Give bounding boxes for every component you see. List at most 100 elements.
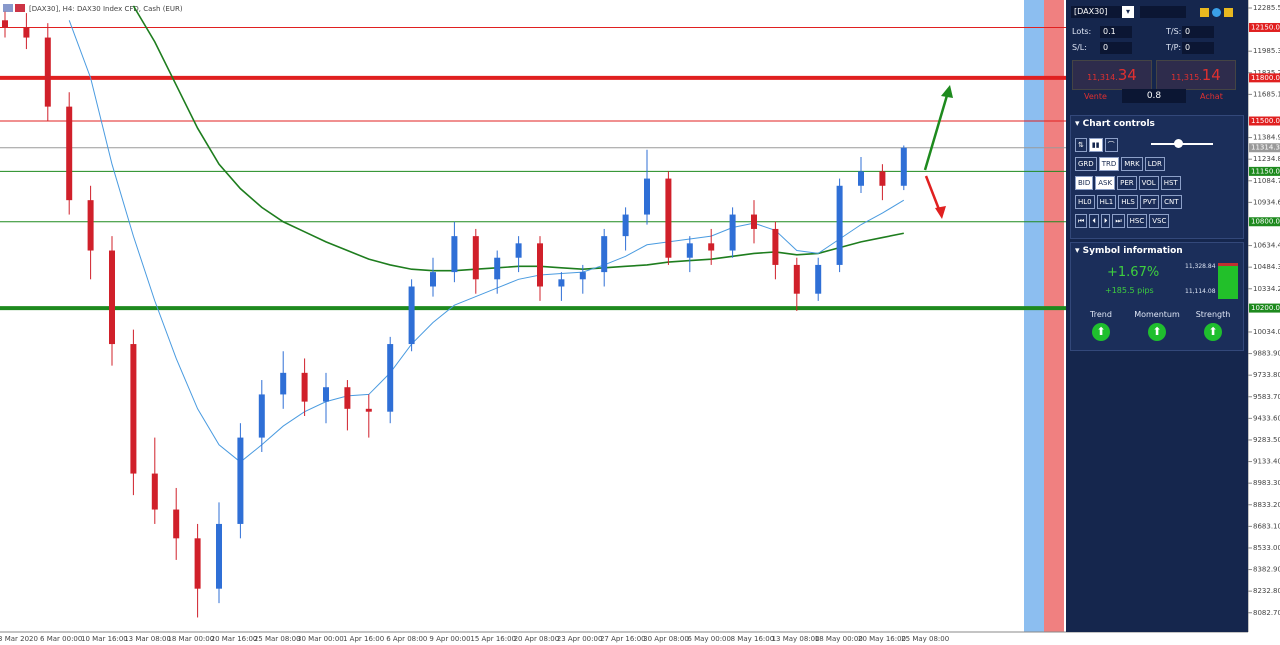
candle-body	[665, 178, 672, 258]
y-tick-label: 11835.20	[1253, 69, 1280, 77]
button[interactable]: LDR	[1144, 157, 1165, 171]
button[interactable]: BID	[1075, 176, 1094, 190]
y-tick-label: 10634.40	[1253, 242, 1280, 250]
button[interactable]: TRD	[1098, 157, 1120, 171]
button[interactable]: HST	[1160, 176, 1181, 190]
y-tick-label: 11685.10	[1253, 90, 1280, 98]
x-tick-label: 9 Apr 00:00	[429, 635, 470, 643]
y-tick-label: 10934.60	[1253, 198, 1280, 206]
level-label: 12150.00	[1251, 23, 1280, 31]
buy-price-big: 14	[1201, 66, 1221, 84]
indicator-label: Momentum	[1134, 310, 1180, 319]
icon[interactable]	[1212, 8, 1221, 17]
button[interactable]: MRK	[1121, 157, 1143, 171]
candle-body	[494, 257, 501, 280]
x-tick-label: 6 Mar 00:00	[40, 635, 82, 643]
icon[interactable]	[1200, 8, 1209, 17]
ma-fast	[68, 20, 905, 463]
candle-body	[708, 243, 715, 251]
candle-body	[109, 250, 115, 345]
candle-body	[323, 387, 329, 402]
x-tick-label: 20 Mar 16:00	[211, 635, 258, 643]
level-tag	[1249, 116, 1280, 126]
level-tag	[1249, 22, 1280, 32]
button[interactable]: PER	[1117, 176, 1137, 190]
trade-panel: [DAX30] ▾ Lots: 0.1 T/S: 0 S/L: 0 T/P: 0…	[1066, 0, 1248, 632]
button[interactable]: VOL	[1138, 176, 1159, 190]
icon	[15, 4, 25, 12]
sl-input[interactable]: 0	[1100, 42, 1132, 54]
indicator: Strength ⬆	[1185, 310, 1241, 341]
candle-body	[365, 408, 372, 412]
button[interactable]: ⏴	[1089, 214, 1099, 228]
change: +1.67%	[1107, 265, 1160, 280]
candle-body	[793, 264, 800, 294]
level-label: 10200.00	[1251, 304, 1280, 312]
level-tag	[1249, 217, 1280, 227]
y-tick-label: 8082.70	[1253, 609, 1280, 617]
candle-body	[408, 286, 415, 345]
icon[interactable]	[1224, 8, 1233, 17]
candle-body	[579, 272, 586, 280]
candle-body	[23, 27, 30, 38]
candle-body	[44, 37, 51, 107]
lots-input[interactable]: 0.1	[1100, 26, 1132, 38]
indicator-icon: ⬆	[1148, 323, 1166, 341]
level-label: 10800.00	[1251, 218, 1280, 226]
button[interactable]: ⏵	[1100, 214, 1111, 228]
section-title-text: Symbol information	[1082, 246, 1183, 256]
y-tick-label: 8382.90	[1253, 566, 1280, 574]
candle-body	[301, 372, 308, 402]
dropdown[interactable]: ▾	[1122, 6, 1134, 18]
buy-button[interactable]: 11,315.14	[1156, 60, 1236, 90]
button[interactable]: GRD	[1075, 157, 1097, 171]
y-tick-label: 9883.90	[1253, 350, 1280, 358]
chart-controls: ▾ Chart controls ⇅ ▮▮ ⌒ GRD TRD MRK LDR BID AS…	[1070, 115, 1244, 239]
x-tick-label: 18 Mar 00:00	[167, 635, 214, 643]
slider-knob[interactable]	[1174, 139, 1183, 148]
button[interactable]: ASK	[1095, 176, 1116, 190]
level-tag	[1249, 73, 1280, 83]
candle-body	[387, 344, 394, 412]
x-tick-label: 13 Mar 08:00	[124, 635, 171, 643]
tp-input[interactable]: 0	[1182, 42, 1214, 54]
button[interactable]: ⏭	[1112, 214, 1125, 228]
x-tick-label: 30 Mar 00:00	[297, 635, 344, 643]
button[interactable]: HLS	[1118, 195, 1138, 209]
x-tick-label: 3 Mar 2020	[0, 635, 38, 643]
search[interactable]	[1140, 6, 1186, 18]
tp-label: T/P:	[1166, 43, 1182, 52]
button[interactable]: HL1	[1096, 195, 1117, 209]
button[interactable]: ⏮	[1075, 214, 1088, 228]
y-tick-label: 9733.80	[1253, 371, 1280, 379]
section-title: ▾ Chart controls	[1075, 119, 1155, 129]
button[interactable]: ⇅	[1075, 138, 1087, 152]
sell-button[interactable]: 11,314.34	[1072, 60, 1152, 90]
buy-price: 11,315.	[1171, 73, 1202, 82]
candle-body	[258, 394, 265, 438]
y-tick-label: 11985.30	[1253, 47, 1280, 55]
y-tick-label: 8533.00	[1253, 544, 1280, 552]
y-tick-label: 8683.10	[1253, 522, 1280, 530]
level-tag	[1249, 143, 1280, 153]
indicator-label: Strength	[1195, 310, 1231, 319]
x-tick-label: 23 Apr 00:00	[557, 635, 603, 643]
button[interactable]: ▮▮	[1088, 138, 1103, 152]
candle-body	[751, 214, 757, 229]
button[interactable]: VSC	[1149, 214, 1170, 228]
button[interactable]: CNT	[1161, 195, 1182, 209]
candle-body	[66, 106, 73, 201]
button[interactable]: ⌒	[1104, 138, 1118, 152]
x-tick-label: 20 Apr 08:00	[514, 635, 560, 643]
candle-body	[173, 509, 180, 539]
button[interactable]: HL0	[1075, 195, 1095, 209]
symbol-select[interactable]: [DAX30]	[1071, 6, 1123, 18]
candle-body	[537, 243, 543, 287]
sell-label: Vente	[1084, 92, 1107, 101]
ts-input[interactable]: 0	[1182, 26, 1214, 38]
button[interactable]: PVT	[1139, 195, 1160, 209]
button[interactable]: HSC	[1126, 214, 1148, 228]
symbol-info: ▾ Symbol information +1.67% +185.5 pips …	[1070, 242, 1244, 351]
level-tag	[1249, 166, 1280, 176]
